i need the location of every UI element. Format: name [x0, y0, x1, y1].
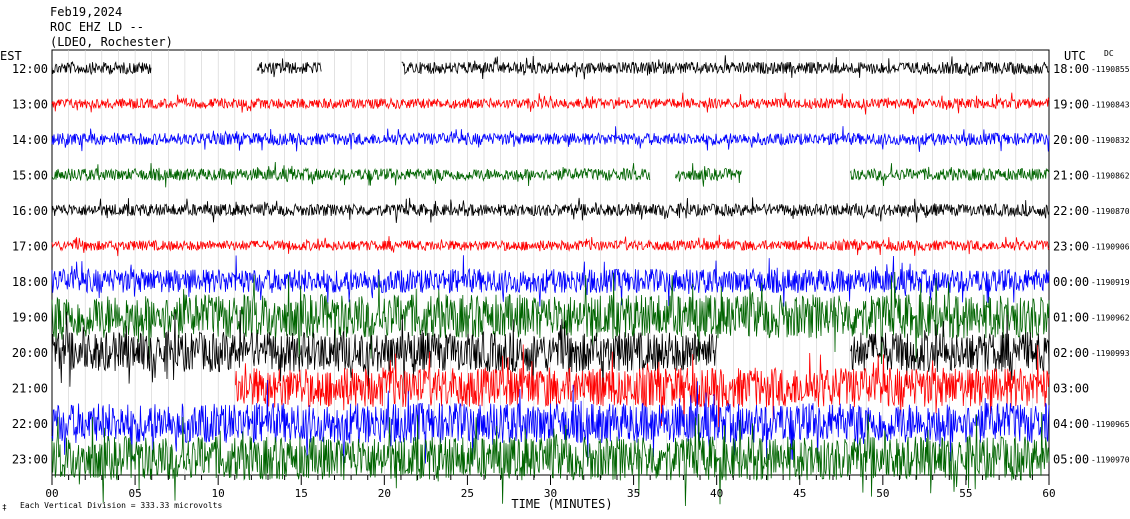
header-network: (LDEO, Rochester) — [50, 35, 173, 49]
x-tick-label: 00 — [45, 487, 58, 500]
trace-row — [51, 271, 1050, 365]
x-axis-ticks: 00 05 10 15 20 25 30 35 40 45 50 55 60 — [45, 475, 1056, 500]
right-axis-title: UTC — [1064, 49, 1086, 63]
row-est-label: 18:00 — [12, 275, 48, 289]
row-utc-label: 22:00 — [1053, 204, 1089, 218]
trace-row — [51, 55, 1050, 80]
row-est-label: 16:00 — [12, 204, 48, 218]
row-est-label: 14:00 — [12, 133, 48, 147]
x-tick-label: 30 — [544, 487, 557, 500]
row-dc-value: -1190993 — [1091, 349, 1130, 358]
row-est-label: 19:00 — [12, 311, 48, 325]
row-utc-label: 19:00 — [1053, 98, 1089, 112]
row-est-label: 21:00 — [12, 382, 48, 396]
row-dc-value: -1190832 — [1091, 136, 1130, 145]
row-utc-label: 02:00 — [1053, 346, 1089, 360]
dc-title: DC — [1104, 49, 1114, 58]
trace-row — [51, 412, 1050, 507]
trace-row — [51, 161, 1050, 188]
x-axis-title: TIME (MINUTES) — [511, 497, 612, 511]
row-dc-value: -1190906 — [1091, 243, 1130, 252]
x-tick-label: 60 — [1042, 487, 1055, 500]
trace-row — [51, 197, 1050, 223]
trace-row — [51, 309, 1050, 395]
row-est-label: 17:00 — [12, 240, 48, 254]
left-axis-title: EST — [0, 49, 22, 63]
row-dc-value: -1190919 — [1091, 278, 1130, 287]
row-utc-label: 04:00 — [1053, 417, 1089, 431]
row-utc-label: 03:00 — [1053, 382, 1089, 396]
minute-gridlines — [68, 50, 1033, 475]
header-station: ROC EHZ LD -- — [50, 20, 144, 34]
x-tick-label: 15 — [295, 487, 308, 500]
row-est-label: 23:00 — [12, 453, 48, 467]
trace-row — [51, 255, 1050, 307]
header-date: Feb19,2024 — [50, 5, 122, 19]
trace-row — [51, 126, 1050, 152]
division-note: Each Vertical Division = 333.33 microvol… — [20, 501, 222, 510]
row-est-label: 13:00 — [12, 98, 48, 112]
row-utc-label: 21:00 — [1053, 169, 1089, 183]
row-dc-value: -1190970 — [1091, 456, 1130, 465]
row-utc-label: 01:00 — [1053, 311, 1089, 325]
row-est-label: 20:00 — [12, 346, 48, 360]
row-utc-label: 05:00 — [1053, 453, 1089, 467]
row-est-label: 12:00 — [12, 62, 48, 76]
x-tick-label: 10 — [212, 487, 225, 500]
seismic-traces — [51, 55, 1050, 507]
x-tick-label: 20 — [378, 487, 391, 500]
row-utc-label: 23:00 — [1053, 240, 1089, 254]
row-est-label: 15:00 — [12, 169, 48, 183]
row-dc-value: -1190843 — [1091, 101, 1130, 110]
trace-row — [51, 92, 1050, 115]
row-dc-value: -1190870 — [1091, 207, 1130, 216]
row-dc-value: -1190962 — [1091, 314, 1130, 323]
row-utc-label: 20:00 — [1053, 133, 1089, 147]
row-dc-value: -1190862 — [1091, 172, 1130, 181]
x-tick-label: 05 — [128, 487, 141, 500]
row-utc-label: 18:00 — [1053, 62, 1089, 76]
x-tick-label: 25 — [461, 487, 474, 500]
row-dc-value: -1190855 — [1091, 65, 1130, 74]
row-dc-value: -1190965 — [1091, 420, 1130, 429]
x-tick-label: 35 — [627, 487, 640, 500]
trace-row — [235, 344, 1050, 429]
x-tick-label: 45 — [793, 487, 806, 500]
corner-mark: ‡ — [2, 503, 7, 512]
trace-row — [51, 379, 1050, 466]
row-utc-label: 00:00 — [1053, 275, 1089, 289]
trace-row — [51, 234, 1050, 257]
x-tick-label: 40 — [710, 487, 723, 500]
x-tick-label: 50 — [876, 487, 889, 500]
row-est-label: 22:00 — [12, 417, 48, 431]
x-tick-label: 55 — [959, 487, 972, 500]
